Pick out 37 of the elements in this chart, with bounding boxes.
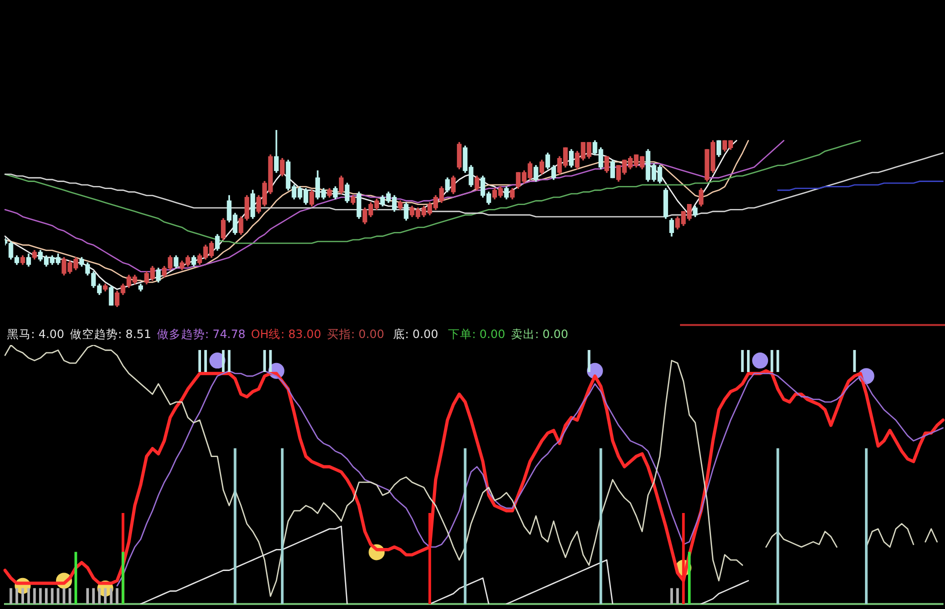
bar xyxy=(676,588,679,604)
text: 黑马: 4.00 xyxy=(7,327,64,341)
text: 卖出: 0.00 xyxy=(511,327,568,341)
bar xyxy=(74,552,78,604)
bar xyxy=(464,448,466,604)
bar xyxy=(92,588,95,604)
bar xyxy=(776,448,780,604)
bar xyxy=(670,588,673,604)
bar xyxy=(688,552,691,604)
bar xyxy=(21,588,24,604)
bar xyxy=(86,588,89,604)
bar xyxy=(56,588,60,604)
text: 买指: 0.00 xyxy=(327,327,384,341)
bar xyxy=(27,588,30,604)
bar xyxy=(44,588,48,604)
bar xyxy=(33,588,36,604)
bar xyxy=(116,588,118,604)
bar xyxy=(39,588,42,604)
bar xyxy=(50,588,54,604)
text: 底: 0.00 xyxy=(393,327,438,341)
bar xyxy=(62,588,66,604)
text: OH线: 83.00 xyxy=(251,327,322,341)
bar xyxy=(122,552,124,604)
text: 下单: 0.00 xyxy=(448,327,506,341)
point xyxy=(752,352,768,369)
bar xyxy=(280,448,284,604)
bar xyxy=(600,448,602,604)
bar xyxy=(68,588,72,604)
bar xyxy=(234,448,236,604)
bar xyxy=(15,588,18,604)
bar xyxy=(10,588,12,604)
text: 做多趋势: 74.78 xyxy=(157,327,246,341)
bar xyxy=(104,588,107,604)
bar xyxy=(98,588,101,604)
text: 做空趋势: 8.51 xyxy=(70,327,152,341)
bar xyxy=(110,588,113,604)
bar xyxy=(864,448,868,604)
